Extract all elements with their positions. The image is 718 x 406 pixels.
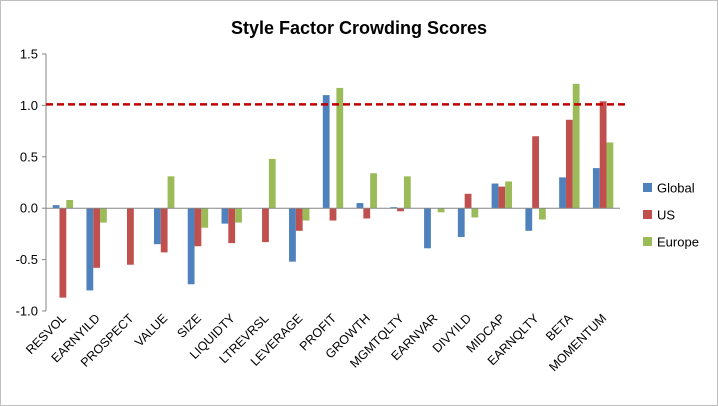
bar-europe-size [201,208,209,228]
bar-europe-beta [572,83,580,209]
bar-us-earnqlty [532,136,539,209]
chart-title: Style Factor Crowding Scores [231,18,487,38]
bar-global-divyild [457,208,465,237]
bar-global-resvol [52,205,60,209]
bar-global-beta [559,177,566,209]
bar-europe-momentum [606,142,614,209]
y-tick-label: -1.0 [16,304,38,319]
bar-europe-earnqlty [538,208,546,220]
legend-swatch-us [643,210,652,219]
bar-us-midcap [498,186,506,209]
bar-europe-mgmtqlty [403,176,411,209]
legend-swatch-global [643,183,652,192]
bar-global-earnqlty [525,208,533,231]
legend: Global US Europe [643,181,699,250]
bar-global-leverage [289,208,296,262]
bar-europe-resvol [66,199,74,209]
bar-us-mgmtqlty [397,208,404,212]
bar-us-beta [565,119,573,209]
bar-europe-liquidty [235,208,242,223]
bar-us-momentum [599,101,607,209]
x-tick-label: VALUE [132,311,170,349]
bar-global-liquidty [221,208,229,224]
bar-europe-profit [336,87,344,209]
bar-global-earnvar [424,208,431,249]
bar-europe-value [167,176,175,209]
bar-us-liquidty [228,208,236,244]
bar-global-earnyild [86,208,94,291]
bar-global-growth [356,203,364,209]
bar-us-divyild [464,193,472,209]
x-tick-label: SIZE [175,311,205,341]
legend-swatch-europe [643,237,652,246]
bar-us-profit [329,208,337,221]
bar-us-leverage [295,208,303,231]
y-tick-label: 0.5 [20,149,38,164]
bar-global-mgmtqlty [390,207,398,209]
bar-us-growth [363,208,371,219]
bar-europe-ltrevrsl [268,158,276,209]
bar-europe-earnvar [437,208,445,213]
bar-us-value [160,208,168,253]
bar-europe-midcap [505,181,513,209]
bar-global-midcap [491,183,499,209]
bar-europe-growth [370,173,377,209]
bar-global-momentum [592,168,600,209]
y-tick-label: -0.5 [16,252,38,267]
bar-global-size [187,208,195,285]
y-tick-label: 1.0 [20,98,38,113]
y-tick-label: 0.0 [20,201,38,216]
legend-label-global: Global [657,181,695,196]
bars [52,83,614,298]
bar-us-ltrevrsl [262,208,269,243]
bar-us-size [194,208,202,247]
y-tick-label: 1.5 [20,47,38,62]
bar-europe-divyild [471,208,479,218]
bar-us-prospect [127,208,134,265]
bar-europe-earnyild [100,208,107,223]
bar-global-value [153,208,161,245]
legend-label-europe: Europe [657,235,699,250]
bar-europe-leverage [302,208,310,221]
y-axis: -1.0 -0.5 0.0 0.5 1.0 1.5 [16,47,47,319]
bar-us-earnyild [93,208,101,268]
bar-us-resvol [59,208,67,298]
bar-global-profit [322,95,330,209]
legend-label-us: US [657,208,675,223]
